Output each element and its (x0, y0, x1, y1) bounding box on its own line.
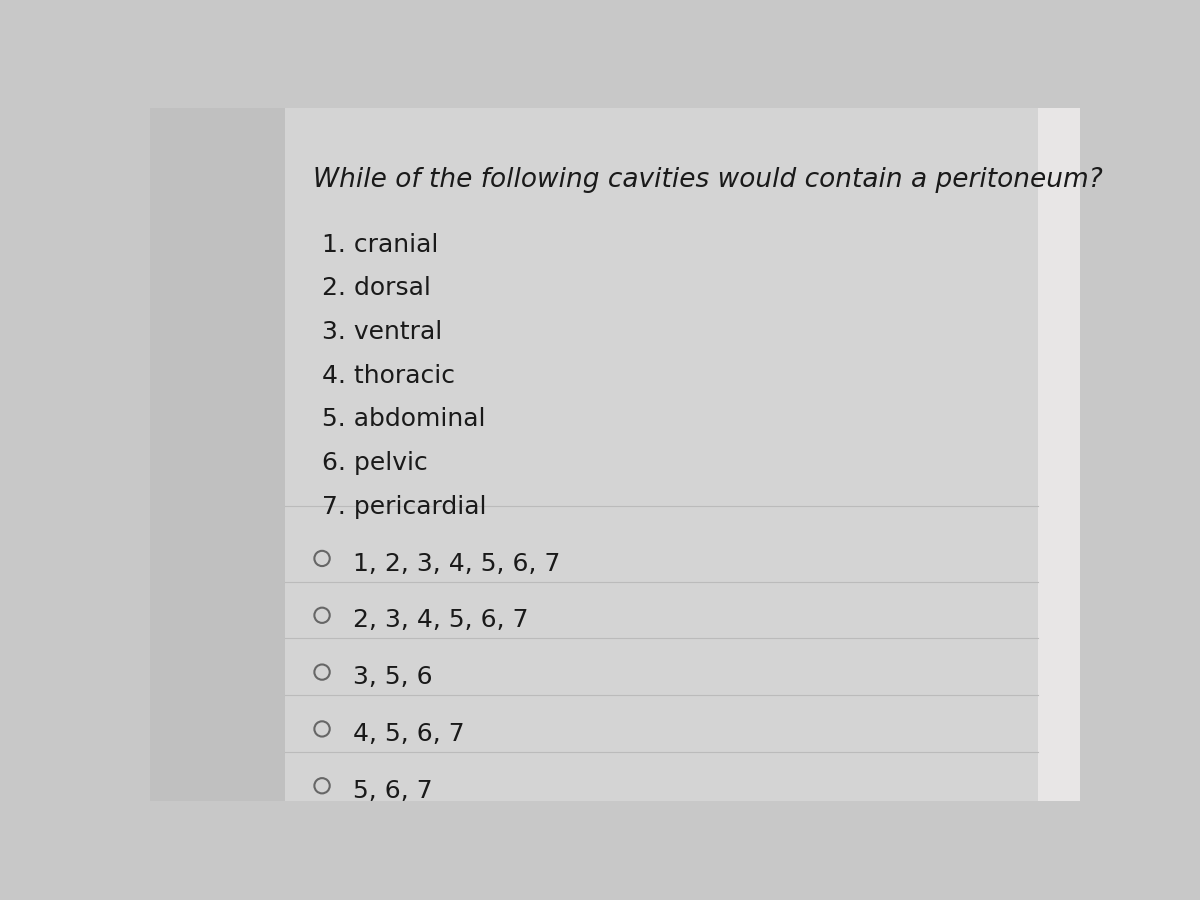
Text: 2. dorsal: 2. dorsal (322, 276, 431, 301)
Text: 1. cranial: 1. cranial (322, 233, 438, 256)
Bar (150, 108, 284, 801)
Bar (1038, 108, 1080, 801)
Text: 2, 3, 4, 5, 6, 7: 2, 3, 4, 5, 6, 7 (353, 608, 528, 633)
Text: 1, 2, 3, 4, 5, 6, 7: 1, 2, 3, 4, 5, 6, 7 (353, 552, 560, 575)
Text: 3, 5, 6: 3, 5, 6 (353, 665, 432, 689)
Text: 5, 6, 7: 5, 6, 7 (353, 778, 432, 803)
Bar (284, 108, 1038, 801)
Text: 4. thoracic: 4. thoracic (322, 364, 455, 388)
Text: 3. ventral: 3. ventral (322, 320, 443, 344)
Text: 6. pelvic: 6. pelvic (322, 451, 428, 475)
Text: 4, 5, 6, 7: 4, 5, 6, 7 (353, 722, 464, 746)
Text: 5. abdominal: 5. abdominal (322, 408, 486, 431)
Text: While of the following cavities would contain a peritoneum?: While of the following cavities would co… (313, 166, 1103, 193)
Text: 7. pericardial: 7. pericardial (322, 495, 486, 518)
